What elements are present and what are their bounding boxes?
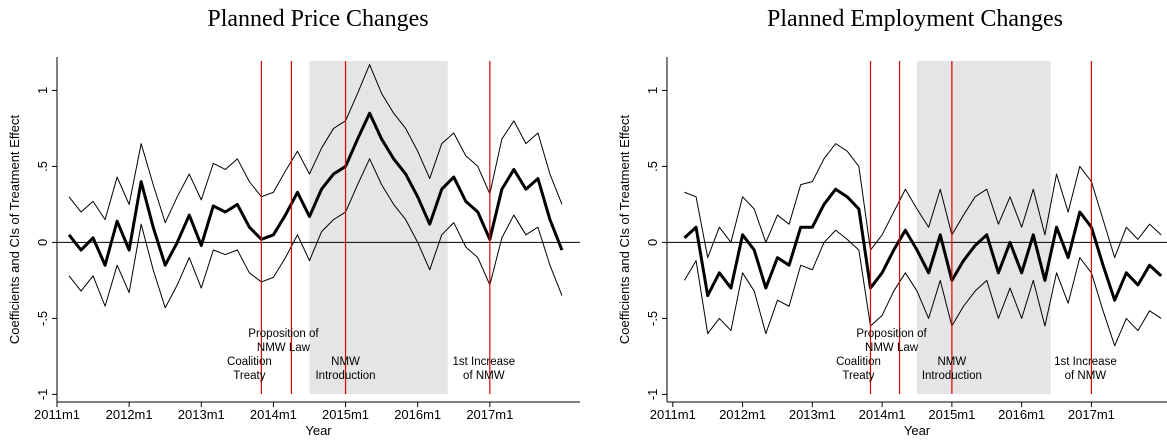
event-label: Coalition: [227, 356, 272, 368]
y-axis-label: Coefficients and CIs of Treatment Effect: [7, 114, 22, 344]
x-tick-label: 2012m1: [719, 407, 766, 422]
event-label: Introduction: [315, 370, 375, 382]
x-tick-label: 2013m1: [789, 407, 836, 422]
estimate-line: [683, 187, 1163, 302]
ci-line: [68, 64, 563, 224]
estimate-line: [67, 111, 564, 267]
event-label: Coalition: [836, 356, 881, 368]
ci-line: [684, 143, 1162, 259]
plot: Planned Price Changes Coalition Treaty Prop…: [7, 6, 580, 438]
event-label: 1st Increase: [1054, 356, 1117, 368]
y-tick-label: 0: [645, 239, 660, 246]
event-label: NMW Law: [865, 342, 919, 354]
event-label: Treaty: [233, 370, 265, 382]
event-label: of NMW: [463, 370, 505, 382]
event-label: NMW Law: [257, 342, 311, 354]
y-tick-label: 0: [35, 239, 50, 246]
x-tick-label: 2014m1: [250, 407, 297, 422]
y-tick-label: .5: [645, 161, 660, 172]
x-tick-label: 2017m1: [1068, 407, 1115, 422]
y-tick-label: 1: [645, 87, 660, 94]
event-label: 1st Increase: [452, 356, 515, 368]
x-tick-label: 2014m1: [859, 407, 906, 422]
x-tick-label: 2016m1: [998, 407, 1045, 422]
event-label: NMW: [938, 356, 967, 368]
x-tick-label: 2012m1: [106, 407, 153, 422]
ci-line: [68, 158, 563, 309]
x-tick-label: 2011m1: [34, 407, 80, 422]
y-tick-label: -.5: [35, 311, 50, 326]
x-tick-label: 2015m1: [322, 407, 369, 422]
event-label: Proposition of: [248, 328, 319, 340]
x-tick-label: 2015m1: [928, 407, 975, 422]
event-label: of NMW: [1065, 370, 1107, 382]
event-label: NMW: [331, 356, 360, 368]
x-tick-label: 2011m1: [650, 407, 696, 422]
chart-title: Planned Price Changes: [207, 6, 428, 32]
y-tick-label: -1: [645, 389, 660, 401]
y-tick-label: 1: [35, 87, 50, 94]
x-axis-label: Year: [305, 423, 332, 438]
shade-region: [917, 61, 1051, 394]
y-tick-label: -.5: [645, 311, 660, 326]
x-tick-label: 2017m1: [466, 407, 513, 422]
x-tick-label: 2016m1: [394, 407, 441, 422]
y-tick-label: -1: [35, 389, 50, 401]
event-label: Proposition of: [856, 328, 927, 340]
event-label: Treaty: [842, 370, 874, 382]
x-tick-label: 2013m1: [178, 407, 225, 422]
plot: Planned Employment Changes Coalition Treat…: [617, 6, 1167, 438]
shade-region: [309, 61, 448, 394]
x-axis-label: Year: [904, 423, 931, 438]
y-tick-label: .5: [35, 161, 50, 172]
y-axis-label: Coefficients and CIs of Treatment Effect: [617, 114, 632, 344]
event-label: Introduction: [922, 370, 982, 382]
ci-line: [684, 229, 1162, 347]
chart-title: Planned Employment Changes: [767, 6, 1063, 32]
